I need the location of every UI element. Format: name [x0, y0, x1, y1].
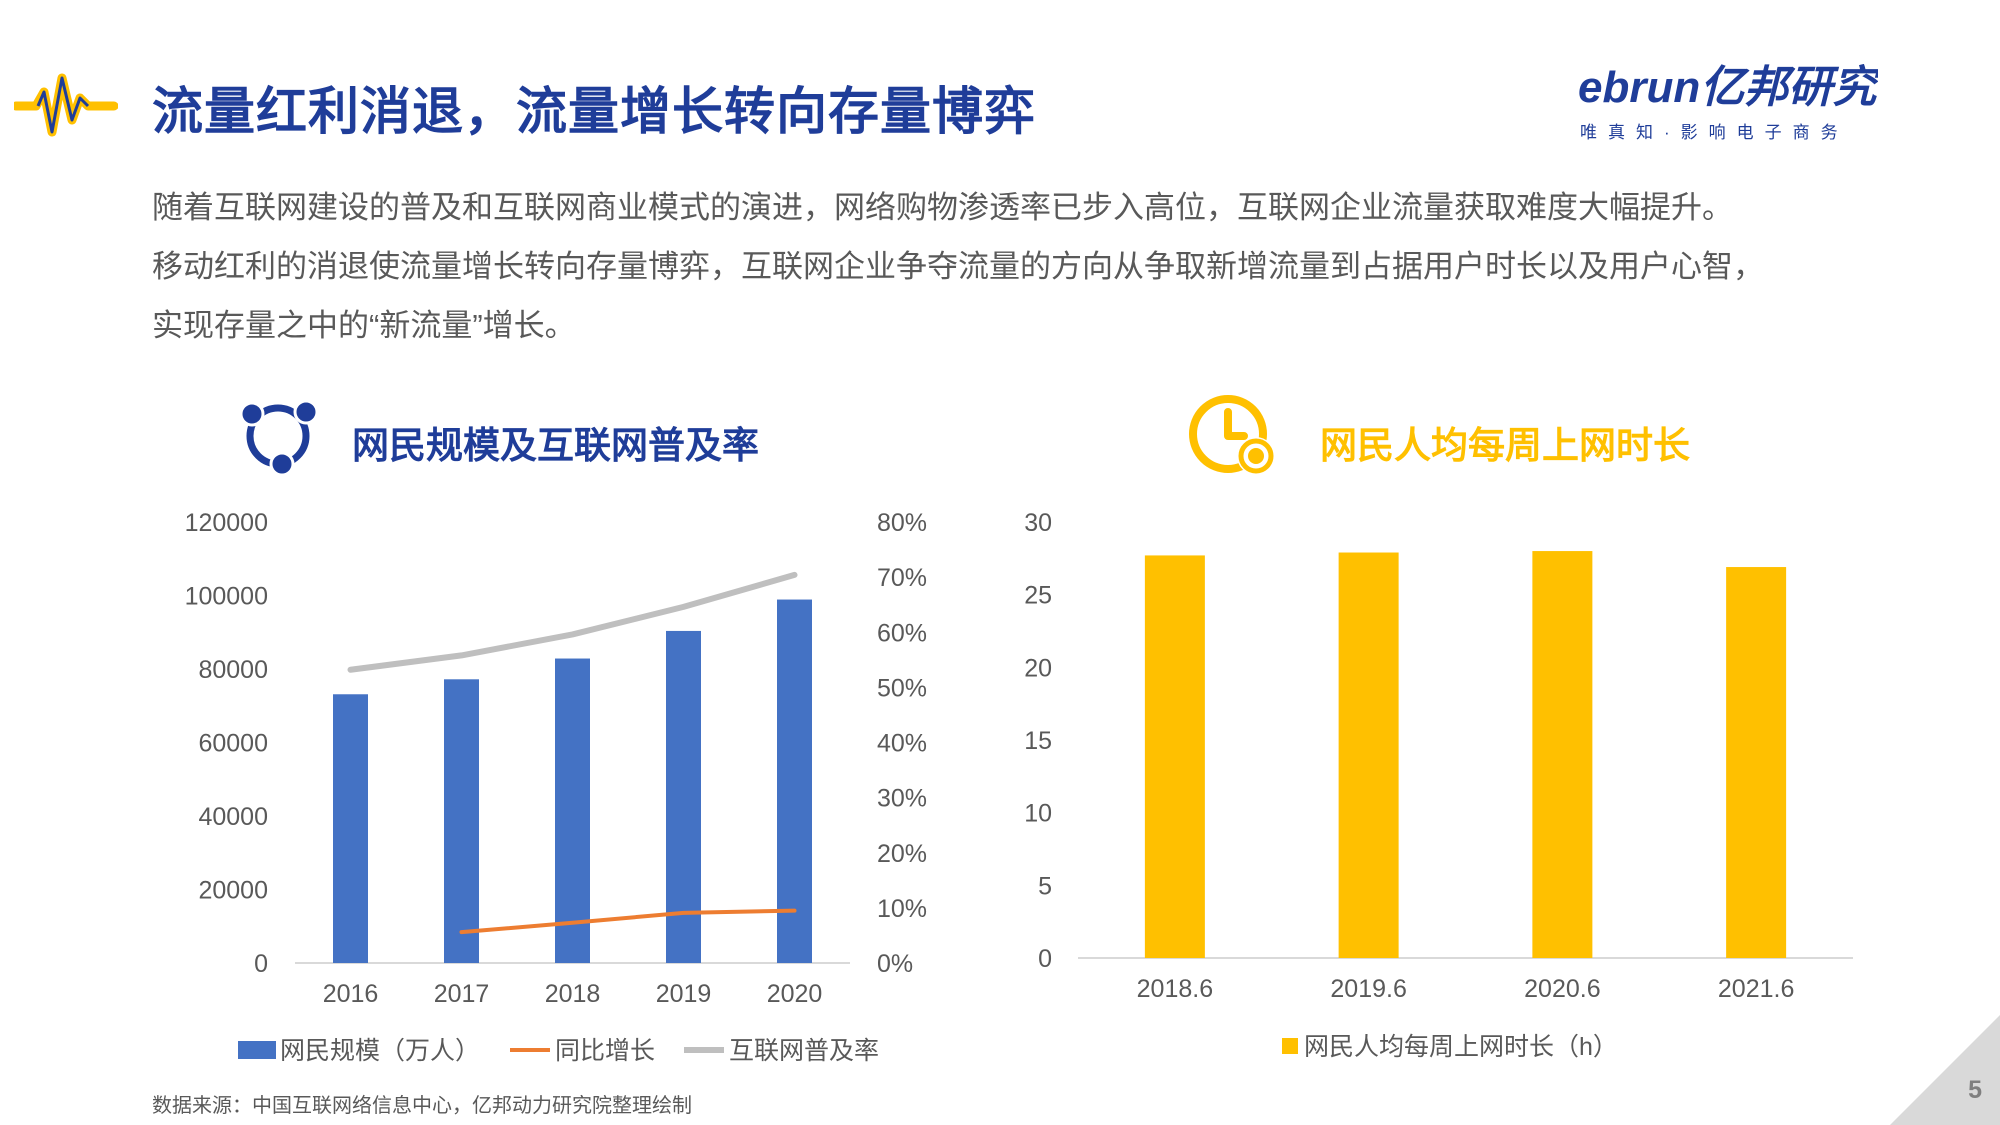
clock-icon [1189, 395, 1275, 475]
bar-internet-users [555, 658, 590, 963]
x-tick-label: 2019 [656, 980, 712, 1008]
legend-label-growth: 同比增长 [555, 1037, 655, 1065]
y2-tick-label: 70% [877, 564, 927, 592]
right-section-title: 网民人均每周上网时长 [1320, 425, 1690, 466]
x-tick-label: 2016 [323, 980, 379, 1008]
legend-label-users: 网民规模（万人） [280, 1037, 480, 1065]
page-corner-decoration [1890, 1015, 2000, 1125]
data-source-note: 数据来源：中国互联网络信息中心，亿邦动力研究院整理绘制 [152, 1095, 692, 1117]
y-tick-label: 100000 [185, 583, 268, 611]
brand-tagline: 唯真知·影响电子商务 [1580, 123, 1849, 142]
legend-label-hours: 网民人均每周上网时长（h） [1304, 1033, 1618, 1061]
bar-internet-users [777, 599, 812, 963]
intro-line-1: 随着互联网建设的普及和互联网商业模式的演进，网络购物渗透率已步入高位，互联网企业… [152, 190, 1733, 225]
bar-weekly-hours [1726, 567, 1787, 958]
y2-tick-label: 60% [877, 619, 927, 647]
bar-weekly-hours [1338, 552, 1399, 958]
line-yoy-growth [459, 908, 797, 935]
brand-logo: ebrun亿邦研究院 [1578, 64, 1878, 110]
bar-internet-users [666, 630, 701, 963]
legend-label-penetration: 互联网普及率 [729, 1037, 879, 1065]
y2-tick-label: 40% [877, 730, 927, 758]
bar-weekly-hours [1532, 551, 1593, 958]
x-tick-label: 2020.6 [1524, 975, 1600, 1003]
page-title: 流量红利消退，流量增长转向存量博弈 [152, 83, 1037, 140]
x-tick-label: 2019.6 [1330, 975, 1406, 1003]
intro-line-3: 实现存量之中的“新流量”增长。 [152, 308, 576, 343]
x-tick-label: 2020 [767, 980, 823, 1008]
bar-internet-users [333, 694, 368, 963]
y2-tick-label: 30% [877, 785, 927, 813]
x-tick-label: 2018 [545, 980, 601, 1008]
y2-tick-label: 0% [877, 950, 913, 978]
brand-logo-text: ebrun亿邦研究院 [1578, 64, 1878, 110]
page-number: 5 [1968, 1076, 1982, 1104]
y-tick-label: 60000 [198, 730, 268, 758]
y-tick-label: 10 [1024, 800, 1052, 828]
bar-weekly-hours [1144, 555, 1205, 958]
y2-tick-label: 50% [877, 674, 927, 702]
y-tick-label: 20000 [198, 877, 268, 905]
x-tick-label: 2018.6 [1137, 975, 1213, 1003]
internet-users-chart: 0 20000 40000 60000 80000 100000 120000 0% 10% 20… [185, 509, 927, 1065]
network-nodes-icon [239, 399, 319, 476]
y-tick-label: 25 [1024, 582, 1052, 610]
y-tick-label: 0 [254, 950, 268, 978]
weekly-online-hours-chart: 0 5 10 15 20 25 30 2018.6 2019.6 2020.6 2021.6 网民人均… [1024, 509, 1853, 1061]
bar-internet-users [444, 679, 479, 963]
y2-tick-label: 10% [877, 895, 927, 923]
y-tick-label: 0 [1038, 945, 1052, 973]
y2-tick-label: 80% [877, 509, 927, 537]
x-tick-label: 2021.6 [1718, 975, 1794, 1003]
y-tick-label: 30 [1024, 509, 1052, 537]
legend-swatch-hours [1282, 1038, 1298, 1054]
y-tick-label: 20 [1024, 654, 1052, 682]
y-tick-label: 80000 [198, 656, 268, 684]
line-penetration-rate [347, 571, 798, 673]
y-tick-label: 40000 [198, 803, 268, 831]
y2-tick-label: 20% [877, 840, 927, 868]
left-section-title: 网民规模及互联网普及率 [352, 425, 759, 466]
y-tick-label: 15 [1024, 727, 1052, 755]
y-tick-label: 5 [1038, 872, 1052, 900]
intro-line-2: 移动红利的消退使流量增长转向存量博弈，互联网企业争夺流量的方向从争取新增流量到占… [152, 249, 1764, 284]
legend-swatch-users [238, 1041, 276, 1059]
y-tick-label: 120000 [185, 509, 268, 537]
x-tick-label: 2017 [434, 980, 490, 1008]
pulse-logo-icon [14, 73, 118, 137]
